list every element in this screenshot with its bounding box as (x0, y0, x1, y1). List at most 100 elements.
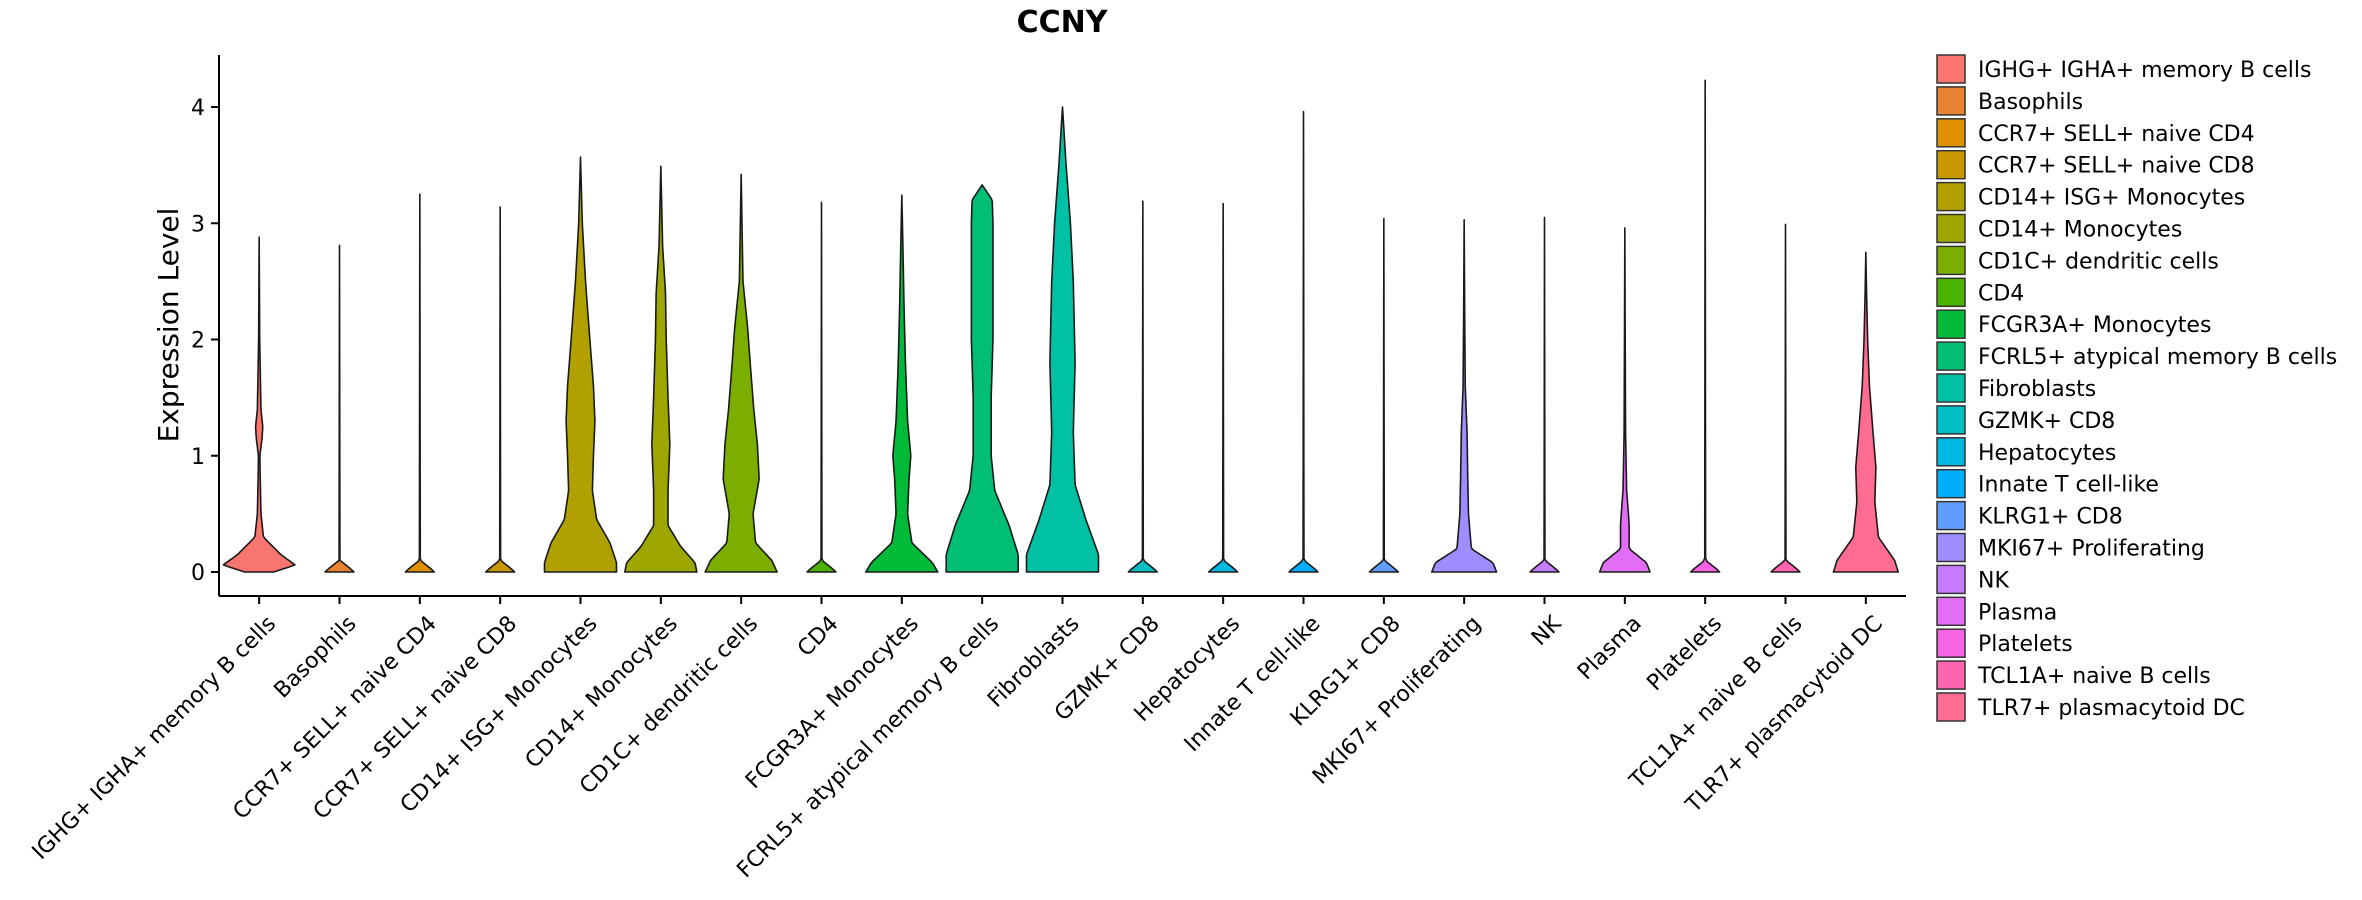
x-tick-label: NK (1527, 611, 1567, 651)
legend-item: CD4 (1936, 277, 2024, 308)
legend-label: TLR7+ plasmacytoid DC (1977, 696, 2245, 721)
legend-label: MKI67+ Proliferating (1978, 537, 2205, 562)
legend-item: CCR7+ SELL+ naive CD4 (1936, 118, 2255, 148)
legend: IGHG+ IGHA+ memory B cells Basophils CCR7+… (1936, 54, 2337, 722)
legend-label: CCR7+ SELL+ naive CD4 (1978, 122, 2255, 147)
legend-label: CD14+ Monocytes (1978, 218, 2182, 243)
legend-swatch (1936, 54, 1966, 84)
violin-tcl1a-naive-b-cells (1770, 223, 1801, 573)
violin-fcgr3a-monocytes (865, 194, 939, 573)
legend-swatch (1936, 532, 1966, 563)
legend-label: KLRG1+ CD8 (1978, 505, 2123, 530)
legend-item: Basophils (1936, 86, 2083, 116)
legend-item: Hepatocytes (1936, 437, 2116, 467)
legend-label: Platelets (1978, 632, 2073, 657)
legend-swatch (1936, 277, 1966, 308)
legend-swatch (1936, 500, 1966, 531)
y-tick-label: 3 (191, 212, 205, 237)
violin-ighg-igha-memory-b-cells (222, 236, 296, 573)
violin-fibroblasts (1025, 106, 1100, 573)
legend-swatch (1936, 660, 1966, 690)
y-tick-label: 2 (191, 329, 205, 354)
violin-platelets (1689, 79, 1721, 573)
legend-label: GZMK+ CD8 (1978, 409, 2115, 434)
legend-item: TLR7+ plasmacytoid DC (1936, 692, 2245, 722)
legend-item: Platelets (1936, 628, 2073, 658)
legend-item: FCGR3A+ Monocytes (1936, 309, 2211, 339)
legend-item: TCL1A+ naive B cells (1936, 660, 2211, 690)
violin-klrg1-cd8 (1368, 217, 1400, 573)
legend-label: TCL1A+ naive B cells (1977, 664, 2211, 689)
legend-label: Plasma (1978, 600, 2057, 625)
violin-gzmk-cd8 (1127, 200, 1159, 573)
violin-nk (1529, 216, 1560, 573)
legend-swatch (1936, 373, 1966, 403)
x-tick-label: Plasma (1573, 611, 1647, 685)
violin-cd4 (806, 201, 837, 573)
violin-mki67-proliferating (1430, 218, 1498, 573)
legend-swatch (1936, 309, 1966, 339)
y-tick-label: 1 (191, 445, 205, 470)
legend-swatch (1936, 86, 1966, 116)
x-tick-label: Innate T cell-like (1180, 611, 1326, 757)
legend-item: CD14+ ISG+ Monocytes (1936, 181, 2245, 212)
y-axis-title: Expression Level (152, 208, 185, 443)
legend-swatch (1936, 628, 1966, 658)
violin-ccr7-sell-naive-cd8 (484, 206, 516, 573)
legend-swatch (1936, 245, 1966, 276)
legend-label: CD1C+ dendritic cells (1978, 249, 2219, 274)
violin-basophils (324, 244, 355, 573)
violin-hepatocytes (1207, 202, 1239, 573)
chart-title: CCNY (1017, 5, 1109, 40)
legend-item: FCRL5+ atypical memory B cells (1936, 341, 2337, 371)
violin-plasma (1598, 227, 1651, 573)
legend-swatch (1936, 405, 1966, 435)
legend-swatch (1936, 213, 1966, 244)
legend-label: CD14+ ISG+ Monocytes (1978, 186, 2245, 211)
y-tick-label: 0 (191, 561, 205, 586)
legend-item: Innate T cell-like (1936, 468, 2159, 499)
legend-label: FCGR3A+ Monocytes (1978, 313, 2211, 338)
violin-ccr7-sell-naive-cd4 (404, 193, 436, 573)
violin-fcrl5-atypical-memory-b-cells (945, 184, 1019, 573)
legend-item: CD1C+ dendritic cells (1936, 245, 2219, 276)
legend-swatch (1936, 692, 1966, 722)
legend-label: CD4 (1978, 281, 2024, 306)
legend-label: FCRL5+ atypical memory B cells (1978, 345, 2337, 370)
x-tick-label: MKI67+ Proliferating (1308, 611, 1486, 789)
legend-swatch (1936, 341, 1966, 371)
legend-item: MKI67+ Proliferating (1936, 532, 2205, 563)
legend-swatch (1936, 596, 1966, 627)
legend-label: Innate T cell-like (1978, 473, 2159, 498)
legend-swatch (1936, 181, 1966, 212)
legend-swatch (1936, 149, 1966, 180)
legend-swatch (1936, 468, 1966, 499)
violin-cd1c-dendritic-cells (704, 173, 778, 573)
legend-item: Fibroblasts (1936, 373, 2096, 403)
legend-item: KLRG1+ CD8 (1936, 500, 2123, 531)
legend-item: Plasma (1936, 596, 2057, 627)
violin-innate-t-cell-like (1288, 110, 1319, 573)
violin-tlr7-plasmacytoid-dc (1832, 251, 1900, 573)
legend-item: NK (1936, 564, 2009, 595)
x-tick-label: IGHG+ IGHA+ memory B cells (28, 611, 281, 864)
y-tick-label: 4 (191, 96, 205, 121)
legend-item: CD14+ Monocytes (1936, 213, 2182, 244)
legend-label: Hepatocytes (1978, 441, 2116, 466)
legend-label: NK (1978, 568, 2009, 593)
violin-group (222, 79, 1900, 573)
legend-item: GZMK+ CD8 (1936, 405, 2115, 435)
violin-cd14-isg-monocytes (543, 156, 618, 573)
legend-swatch (1936, 118, 1966, 148)
legend-label: Basophils (1978, 90, 2083, 115)
x-tick-label: CD14+ Monocytes (521, 611, 683, 773)
x-tick-label: Platelets (1642, 611, 1727, 696)
legend-item: CCR7+ SELL+ naive CD8 (1936, 149, 2255, 180)
legend-label: IGHG+ IGHA+ memory B cells (1978, 58, 2311, 83)
legend-label: CCR7+ SELL+ naive CD8 (1978, 154, 2255, 179)
x-tick-label: CD4 (793, 611, 843, 661)
legend-label: Fibroblasts (1978, 377, 2096, 402)
violin-cd14-monocytes (624, 165, 698, 573)
legend-swatch (1936, 564, 1966, 595)
